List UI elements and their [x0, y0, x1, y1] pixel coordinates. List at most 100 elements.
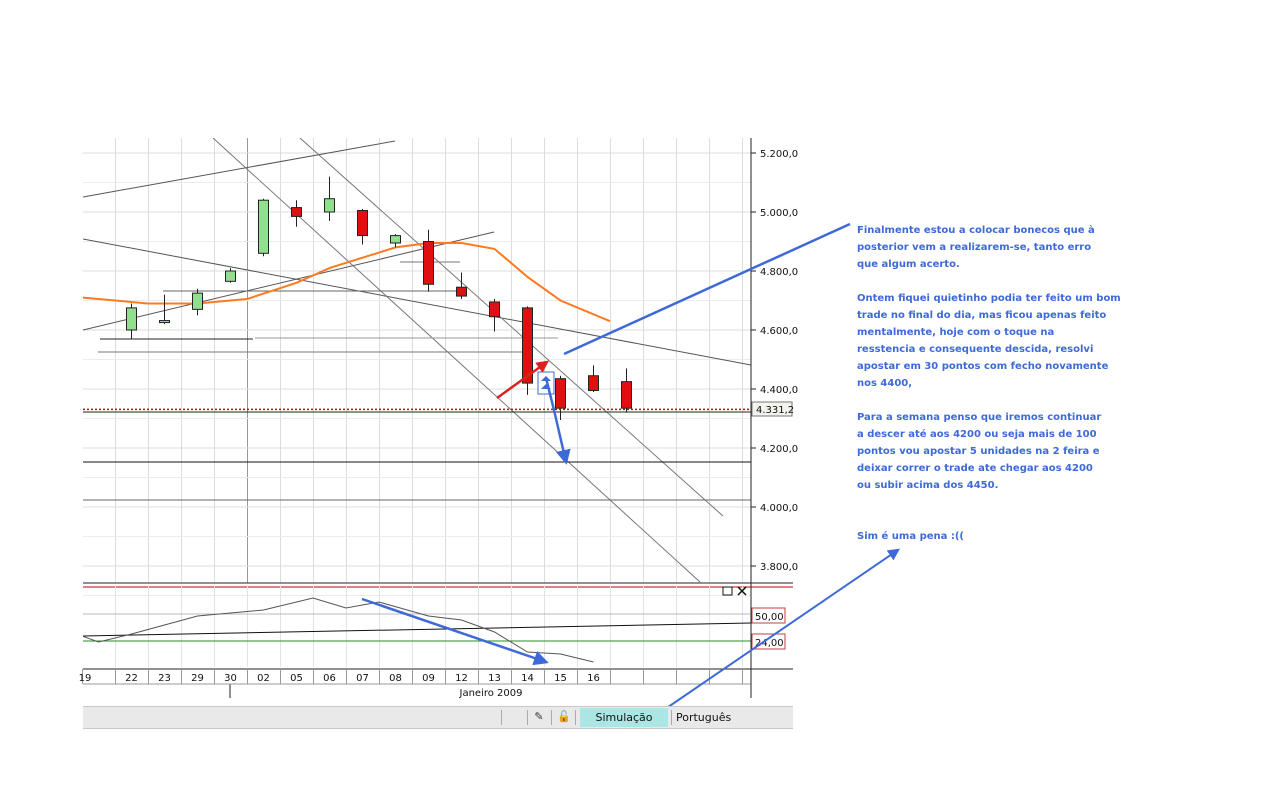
- blue-pointer-to-chart: [563, 222, 851, 356]
- language-selector[interactable]: Português: [676, 711, 732, 724]
- horizontal-levels: [83, 261, 751, 501]
- annotation-line: ou subir acima dos 4450.: [857, 480, 998, 491]
- x-tick-label: 05: [290, 673, 303, 684]
- candle: [489, 299, 500, 332]
- candle-body: [192, 292, 203, 310]
- status-bar: ✎ 🔓 Simulação Português: [83, 706, 793, 729]
- y-tick-label: 5.200,0: [760, 149, 798, 160]
- indicator-gridlines: [115, 585, 743, 667]
- indicator-line: [83, 597, 594, 663]
- annotation-line: Para a semana penso que iremos continuar: [857, 412, 1101, 423]
- candle-body: [357, 210, 368, 237]
- x-tick-label: 13: [488, 673, 501, 684]
- candle-body: [555, 378, 566, 409]
- y-axis-ticks: 5.200,0 5.000,0 4.800,0 4.600,0 4.400,0 4.200…: [751, 149, 798, 573]
- candle: [258, 198, 269, 257]
- annotation-line: mentalmente, hoje com o toque na: [857, 327, 1054, 338]
- y-tick-label: 4.600,0: [760, 326, 798, 337]
- x-tick-label: 19: [79, 673, 92, 684]
- candle-body: [225, 270, 236, 282]
- candle-body: [324, 198, 335, 213]
- trendline-falling-long: [83, 238, 751, 366]
- y-tick-label: 3.800,0: [760, 562, 798, 573]
- x-tick-label: 15: [554, 673, 567, 684]
- x-tick-label: 08: [389, 673, 402, 684]
- candle: [159, 294, 170, 325]
- annotation-line: apostar em 30 pontos com fecho novamente: [857, 361, 1109, 372]
- annotation-line: Ontem fiquei quietinho podia ter feito u…: [857, 293, 1121, 304]
- indicator-trendline: [83, 622, 751, 637]
- annotation-line: a descer até aos 4200 ou seja mais de 10…: [857, 428, 1097, 440]
- annotation-line: Finalmente estou a colocar bonecos que à: [857, 224, 1095, 236]
- status-separator: [551, 710, 552, 725]
- candle: [390, 234, 401, 248]
- vertical-gridlines: [115, 138, 743, 583]
- candle-body: [390, 235, 401, 244]
- trendline-upper-channel: [83, 140, 396, 198]
- candle: [225, 268, 236, 283]
- candle: [588, 365, 599, 392]
- candle-body: [159, 320, 170, 324]
- candle-body: [258, 199, 269, 254]
- x-tick-label: 14: [521, 673, 534, 684]
- status-separator: [575, 710, 576, 725]
- x-tick-label: 30: [224, 673, 237, 684]
- candle-body: [456, 286, 467, 297]
- x-tick-label: 29: [191, 673, 204, 684]
- candle-body: [126, 307, 137, 331]
- x-tick-label: 02: [257, 673, 270, 684]
- last-price-label: 4.331,2: [756, 405, 794, 416]
- blue-indicator-arrow: [361, 597, 549, 666]
- candle: [423, 229, 434, 292]
- x-tick-label: 06: [323, 673, 336, 684]
- candle-body: [588, 375, 599, 391]
- red-up-arrow: [496, 360, 550, 400]
- x-axis: 19 22 23 29 30 02 05 06 07 08 09 12 13 14 15 16 Janeiro…: [79, 669, 752, 699]
- indicator-level-label-24: 24,00: [755, 638, 784, 649]
- annotation-line: trade no final do dia, mas ficou apenas …: [857, 310, 1106, 321]
- pen-tool-icon[interactable]: ✎: [534, 710, 544, 723]
- x-tick-label: 16: [587, 673, 600, 684]
- annotation-line: resstencia e consequente descida, resolv…: [857, 344, 1093, 355]
- candle: [291, 200, 302, 227]
- maximize-icon[interactable]: [722, 586, 733, 596]
- close-icon[interactable]: [737, 586, 747, 596]
- candle-body: [522, 307, 533, 384]
- unlock-icon[interactable]: 🔓: [557, 710, 571, 723]
- candle: [456, 272, 467, 300]
- x-tick-label: 07: [356, 673, 369, 684]
- candle: [555, 375, 566, 420]
- candle: [192, 288, 203, 316]
- annotation-line: que algum acerto.: [857, 259, 960, 270]
- status-separator: [501, 710, 502, 725]
- annotation-line: Sim é uma pena :((: [857, 530, 964, 542]
- last-price-label-box: [751, 401, 793, 417]
- horizontal-gridlines: [83, 152, 751, 596]
- annotation-text: Finalmente estou a colocar bonecos que à…: [857, 224, 1121, 542]
- candlesticks: [126, 176, 632, 420]
- annotation-line: posterior vem a realizarem-se, tanto err…: [857, 242, 1091, 253]
- candle: [522, 306, 533, 395]
- simulation-mode-button[interactable]: Simulação: [580, 708, 668, 727]
- x-period-label: Janeiro 2009: [459, 688, 523, 699]
- blue-down-arrow: [544, 377, 571, 465]
- x-tick-label: 12: [455, 673, 468, 684]
- y-tick-label: 4.400,0: [760, 385, 798, 396]
- y-tick-label: 4.000,0: [760, 503, 798, 514]
- y-tick-label: 4.800,0: [760, 267, 798, 278]
- y-tick-label: 5.000,0: [760, 208, 798, 219]
- x-tick-label: 22: [125, 673, 138, 684]
- candle: [126, 303, 137, 339]
- annotation-line: deixar correr o trade ate chegar aos 420…: [857, 463, 1093, 474]
- annotation-drawings: [361, 222, 900, 717]
- candle: [357, 209, 368, 245]
- status-separator: [671, 710, 672, 725]
- candle-body: [489, 301, 500, 318]
- annotation-line: nos 4400,: [857, 378, 912, 389]
- candle: [324, 176, 335, 221]
- candle-body: [621, 381, 632, 409]
- candle: [621, 368, 632, 413]
- annotation-line: pontos vou apostar 5 unidades na 2 feira…: [857, 446, 1100, 457]
- indicator-level-label-50: 50,00: [755, 612, 784, 623]
